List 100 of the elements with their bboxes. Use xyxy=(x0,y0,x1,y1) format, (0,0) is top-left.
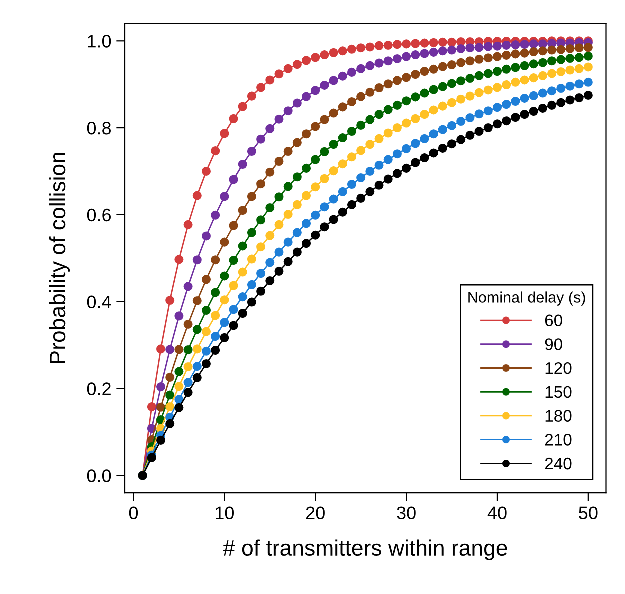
point xyxy=(548,86,557,96)
point xyxy=(366,187,375,196)
point xyxy=(366,140,375,150)
point xyxy=(192,256,202,265)
point xyxy=(529,91,538,100)
legend-title: Nominal delay (s) xyxy=(468,292,586,306)
point xyxy=(247,254,256,264)
point xyxy=(511,97,520,106)
point xyxy=(174,382,184,392)
point xyxy=(511,40,520,50)
point xyxy=(292,98,302,108)
legend-label: 90 xyxy=(545,338,562,350)
point xyxy=(311,210,320,220)
point xyxy=(211,346,220,356)
point xyxy=(492,52,502,62)
point xyxy=(492,120,502,129)
point xyxy=(420,49,430,58)
point xyxy=(184,346,193,355)
point xyxy=(466,44,475,53)
point xyxy=(266,203,275,212)
point xyxy=(329,76,338,86)
point xyxy=(420,154,430,163)
point xyxy=(311,53,320,62)
point xyxy=(338,160,348,169)
point xyxy=(356,120,366,130)
point xyxy=(374,134,384,144)
point xyxy=(366,61,375,70)
point xyxy=(484,106,493,116)
point xyxy=(438,102,448,111)
point xyxy=(538,40,548,49)
point xyxy=(556,55,566,64)
point xyxy=(548,100,557,110)
point xyxy=(347,152,356,162)
point xyxy=(211,288,220,298)
point xyxy=(266,258,275,268)
point xyxy=(420,38,430,48)
point xyxy=(402,144,412,154)
point xyxy=(274,114,284,124)
point xyxy=(511,78,520,87)
legend-label: 180 xyxy=(546,410,572,422)
point xyxy=(366,115,375,124)
point xyxy=(356,173,366,183)
x-tick-label: 10 xyxy=(216,506,234,520)
point xyxy=(566,66,575,75)
x-tick-label: 20 xyxy=(306,506,325,520)
point xyxy=(202,275,211,284)
point xyxy=(184,320,193,329)
point xyxy=(466,74,475,84)
point xyxy=(156,402,166,412)
point xyxy=(166,372,175,382)
point xyxy=(338,208,348,217)
point xyxy=(448,60,457,70)
y-tick-label: 0.8 xyxy=(87,122,112,135)
point xyxy=(574,44,584,53)
point xyxy=(311,86,320,96)
point xyxy=(392,76,402,86)
point xyxy=(192,373,202,382)
point xyxy=(256,269,266,278)
point xyxy=(347,200,356,210)
point xyxy=(166,345,175,354)
point xyxy=(202,359,211,368)
point xyxy=(448,79,457,88)
point xyxy=(438,144,448,153)
point xyxy=(438,125,448,134)
point xyxy=(174,345,184,354)
point xyxy=(574,80,584,89)
point xyxy=(538,104,548,113)
y-axis-title: Probability of collision xyxy=(49,152,70,364)
point xyxy=(211,311,220,320)
point xyxy=(384,80,393,89)
point xyxy=(211,146,220,156)
point xyxy=(238,206,248,216)
point xyxy=(247,192,256,202)
point xyxy=(166,402,175,412)
point xyxy=(384,155,393,164)
y-tick-label: 0.6 xyxy=(87,208,112,222)
point xyxy=(192,296,202,306)
point xyxy=(556,45,566,54)
point xyxy=(529,74,538,83)
point xyxy=(274,248,284,257)
point xyxy=(292,60,302,70)
x-tick-label: 30 xyxy=(397,506,416,520)
point xyxy=(174,395,184,404)
point xyxy=(474,127,484,136)
point xyxy=(556,67,566,77)
point xyxy=(292,172,302,182)
point xyxy=(311,230,320,240)
point xyxy=(284,106,293,116)
x-axis-title: # of transmitters within range xyxy=(223,540,508,560)
point xyxy=(456,94,466,104)
point xyxy=(584,43,593,52)
point xyxy=(511,113,520,122)
point xyxy=(548,56,557,66)
point xyxy=(484,69,493,78)
point xyxy=(302,164,312,173)
legend-label: 240 xyxy=(545,458,572,470)
point xyxy=(356,44,366,53)
point xyxy=(392,124,402,133)
point xyxy=(156,382,166,392)
point xyxy=(229,221,238,230)
